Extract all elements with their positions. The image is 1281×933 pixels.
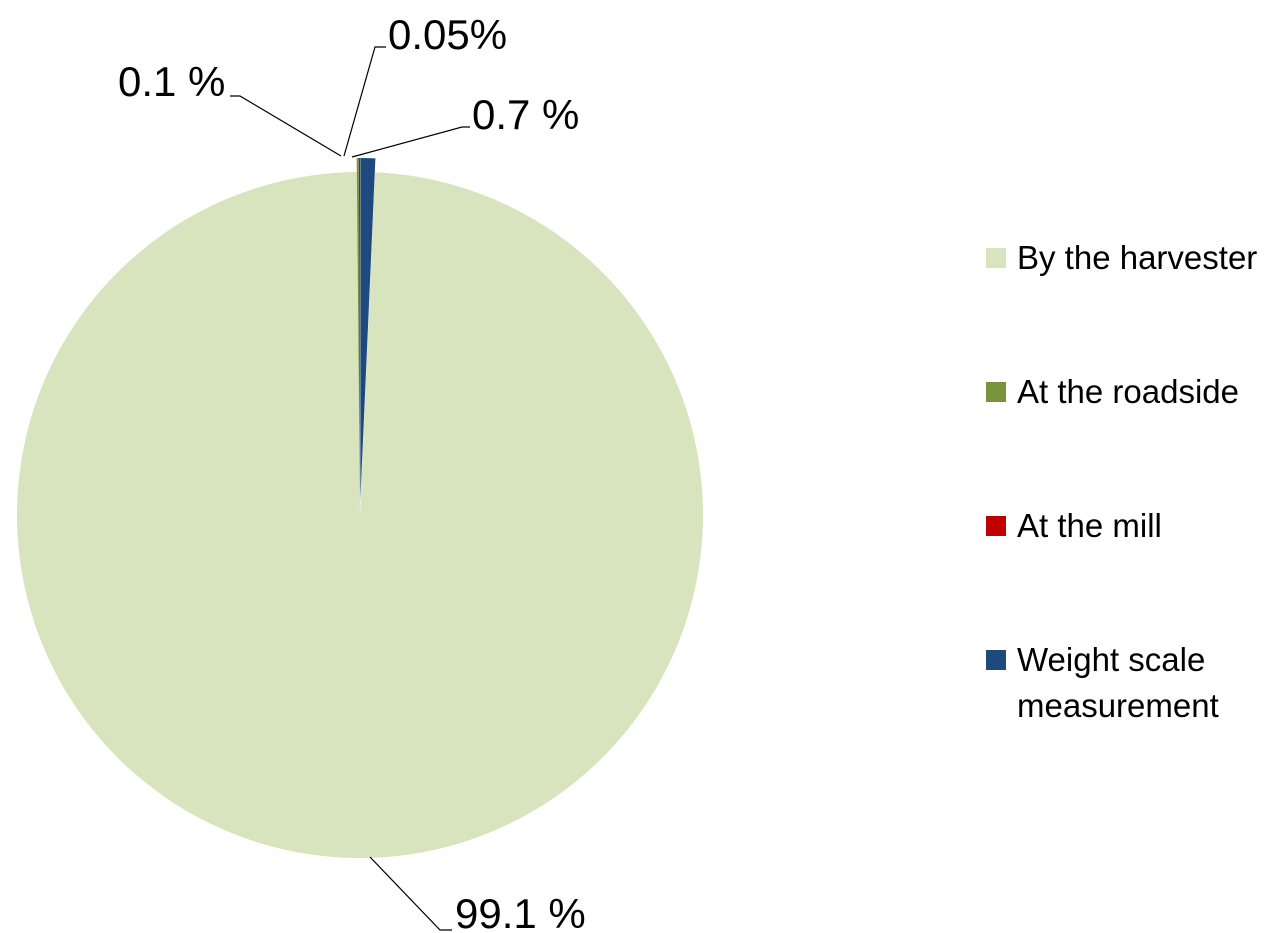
leader-line-weight-scale [351, 126, 470, 158]
data-labels: 99.1 % 0.1 % 0.05% 0.7 % [118, 11, 586, 933]
legend-label-harvester: By the harvester [1017, 239, 1257, 276]
leader-line-roadside [230, 95, 342, 157]
legend-label-mill: At the mill [1017, 507, 1162, 544]
leader-line-mill [343, 46, 386, 157]
data-label-mill: 0.05% [388, 11, 507, 58]
legend-swatch-roadside [986, 382, 1006, 402]
legend-swatch-harvester [986, 248, 1006, 268]
data-label-roadside: 0.1 % [118, 58, 225, 105]
legend-swatch-mill [986, 516, 1006, 536]
legend-label-line: Weight scale [1017, 641, 1205, 678]
legend-label-line: measurement [1017, 687, 1219, 724]
data-label-weight-scale: 0.7 % [472, 91, 579, 138]
legend-swatch-weight-scale [986, 650, 1006, 670]
pie-slice-mill [358, 158, 360, 502]
legend-label-weight-scale: Weight scale measurement [1017, 641, 1219, 724]
pie-slice-weight-scale [360, 158, 376, 502]
pie-slice-harvester [16, 172, 703, 858]
pie-slices [16, 158, 703, 858]
data-label-harvester: 99.1 % [455, 890, 586, 933]
legend: By the harvester At the roadside At the mi… [986, 239, 1257, 724]
legend-label-roadside: At the roadside [1017, 373, 1239, 410]
label-leader-lines [230, 46, 470, 931]
pie-slice-roadside [356, 158, 360, 502]
leader-line-harvester [369, 856, 452, 931]
